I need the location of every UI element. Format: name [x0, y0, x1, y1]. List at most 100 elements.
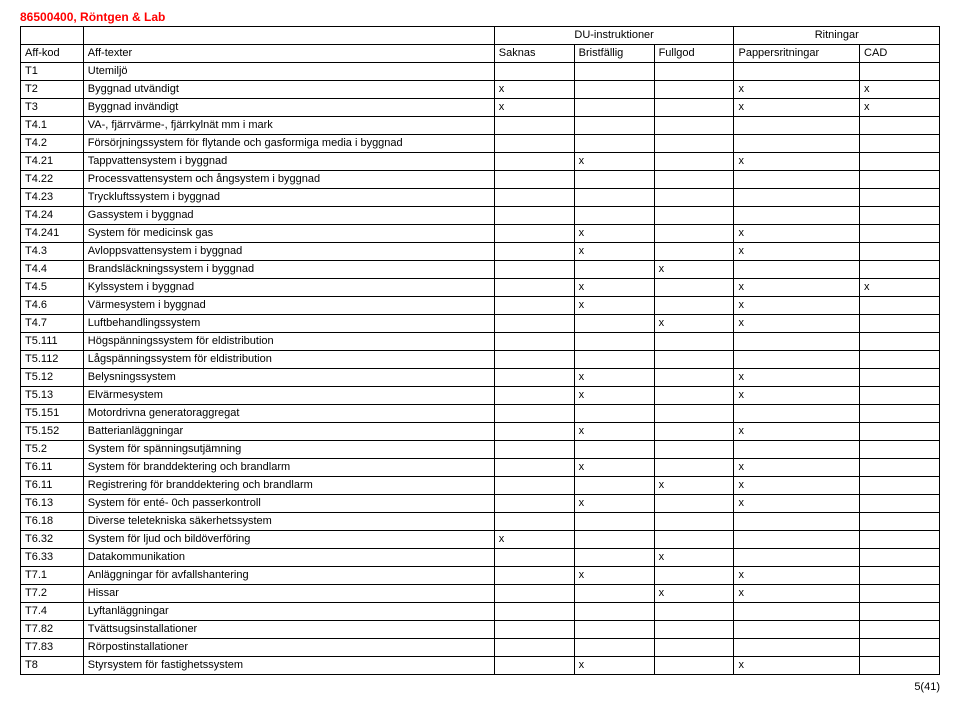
header-group-rit: Ritningar: [734, 27, 940, 45]
table-row: T7.82Tvättsugsinstallationer: [21, 621, 940, 639]
cell-p: x: [734, 243, 860, 261]
cell-p: x: [734, 585, 860, 603]
cell-p: [734, 135, 860, 153]
cell-f: [654, 423, 734, 441]
cell-p: [734, 603, 860, 621]
cell-s: [494, 513, 574, 531]
table-row: T4.3Avloppsvattensystem i byggnadxx: [21, 243, 940, 261]
cell-text: Byggnad invändigt: [83, 99, 494, 117]
cell-p: x: [734, 153, 860, 171]
table-row: T4.6Värmesystem i byggnad x x: [21, 297, 940, 315]
cell-s: [494, 171, 574, 189]
cell-p: x: [734, 477, 860, 495]
cell-b: x: [574, 495, 654, 513]
table-row: T5.152Batterianläggningar x x: [21, 423, 940, 441]
cell-text: System för enté- 0ch passerkontroll: [83, 495, 494, 513]
cell-text: Brandsläckningssystem i byggnad: [83, 261, 494, 279]
cell-code: T7.82: [21, 621, 84, 639]
cell-p: [734, 63, 860, 81]
cell-b: x: [574, 459, 654, 477]
cell-b: [574, 603, 654, 621]
cell-code: T4.4: [21, 261, 84, 279]
header-cad: CAD: [860, 45, 940, 63]
cell-s: x: [494, 81, 574, 99]
cell-code: T1: [21, 63, 84, 81]
cell-code: T5.2: [21, 441, 84, 459]
table-row: T1Utemiljö: [21, 63, 940, 81]
cell-f: [654, 225, 734, 243]
cell-code: T6.32: [21, 531, 84, 549]
cell-c: [860, 459, 940, 477]
cell-c: [860, 297, 940, 315]
cell-text: Utemiljö: [83, 63, 494, 81]
cell-f: [654, 387, 734, 405]
cell-p: x: [734, 279, 860, 297]
cell-p: x: [734, 423, 860, 441]
cell-s: [494, 297, 574, 315]
table-row: T7.1Anläggningar för avfallshanteringxx: [21, 567, 940, 585]
cell-code: T5.152: [21, 423, 84, 441]
cell-b: x: [574, 423, 654, 441]
cell-p: [734, 261, 860, 279]
table-row: T7.2Hissarxx: [21, 585, 940, 603]
cell-f: [654, 243, 734, 261]
cell-c: [860, 117, 940, 135]
cell-c: [860, 567, 940, 585]
table-row: T5.12Belysningssystemxx: [21, 369, 940, 387]
cell-code: T5.13: [21, 387, 84, 405]
cell-f: [654, 171, 734, 189]
cell-s: [494, 567, 574, 585]
cell-text: System för medicinsk gas: [83, 225, 494, 243]
cell-f: x: [654, 261, 734, 279]
cell-b: [574, 513, 654, 531]
cell-b: x: [574, 657, 654, 675]
cell-s: [494, 387, 574, 405]
table-row: T8Styrsystem för fastighetssystemxx: [21, 657, 940, 675]
cell-code: T3: [21, 99, 84, 117]
cell-p: [734, 333, 860, 351]
cell-text: Gassystem i byggnad: [83, 207, 494, 225]
cell-c: [860, 243, 940, 261]
cell-c: [860, 603, 940, 621]
cell-f: [654, 189, 734, 207]
table-row: T3Byggnad invändigtxxx: [21, 99, 940, 117]
cell-text: Batterianläggningar: [83, 423, 494, 441]
cell-text: Elvärmesystem: [83, 387, 494, 405]
cell-p: x: [734, 387, 860, 405]
cell-code: T4.6: [21, 297, 84, 315]
cell-text: VA-, fjärrvärme-, fjärrkylnät mm i mark: [83, 117, 494, 135]
cell-text: Processvattensystem och ångsystem i bygg…: [83, 171, 494, 189]
cell-b: [574, 351, 654, 369]
cell-f: [654, 135, 734, 153]
cell-code: T6.33: [21, 549, 84, 567]
cell-p: [734, 639, 860, 657]
cell-text: System för spänningsutjämning: [83, 441, 494, 459]
cell-text: Anläggningar för avfallshantering: [83, 567, 494, 585]
cell-f: [654, 495, 734, 513]
cell-f: [654, 567, 734, 585]
cell-b: [574, 135, 654, 153]
cell-b: x: [574, 297, 654, 315]
cell-text: Värmesystem i byggnad: [83, 297, 494, 315]
cell-text: Rörpostinstallationer: [83, 639, 494, 657]
cell-s: [494, 117, 574, 135]
cell-s: [494, 405, 574, 423]
cell-b: [574, 477, 654, 495]
cell-c: [860, 315, 940, 333]
cell-b: [574, 99, 654, 117]
table-row: T5.112Lågspänningssystem för eldistribut…: [21, 351, 940, 369]
cell-text: Kylssystem i byggnad: [83, 279, 494, 297]
cell-b: x: [574, 225, 654, 243]
table-row: T6.11System för branddektering och brand…: [21, 459, 940, 477]
cell-code: T6.13: [21, 495, 84, 513]
cell-p: x: [734, 297, 860, 315]
table-row: T5.2System för spänningsutjämning: [21, 441, 940, 459]
table-row: T4.4Brandsläckningssystem i byggnad x: [21, 261, 940, 279]
cell-code: T5.111: [21, 333, 84, 351]
cell-p: [734, 621, 860, 639]
cell-s: [494, 351, 574, 369]
cell-text: Datakommunikation: [83, 549, 494, 567]
cell-c: [860, 189, 940, 207]
cell-c: [860, 495, 940, 513]
cell-c: [860, 657, 940, 675]
